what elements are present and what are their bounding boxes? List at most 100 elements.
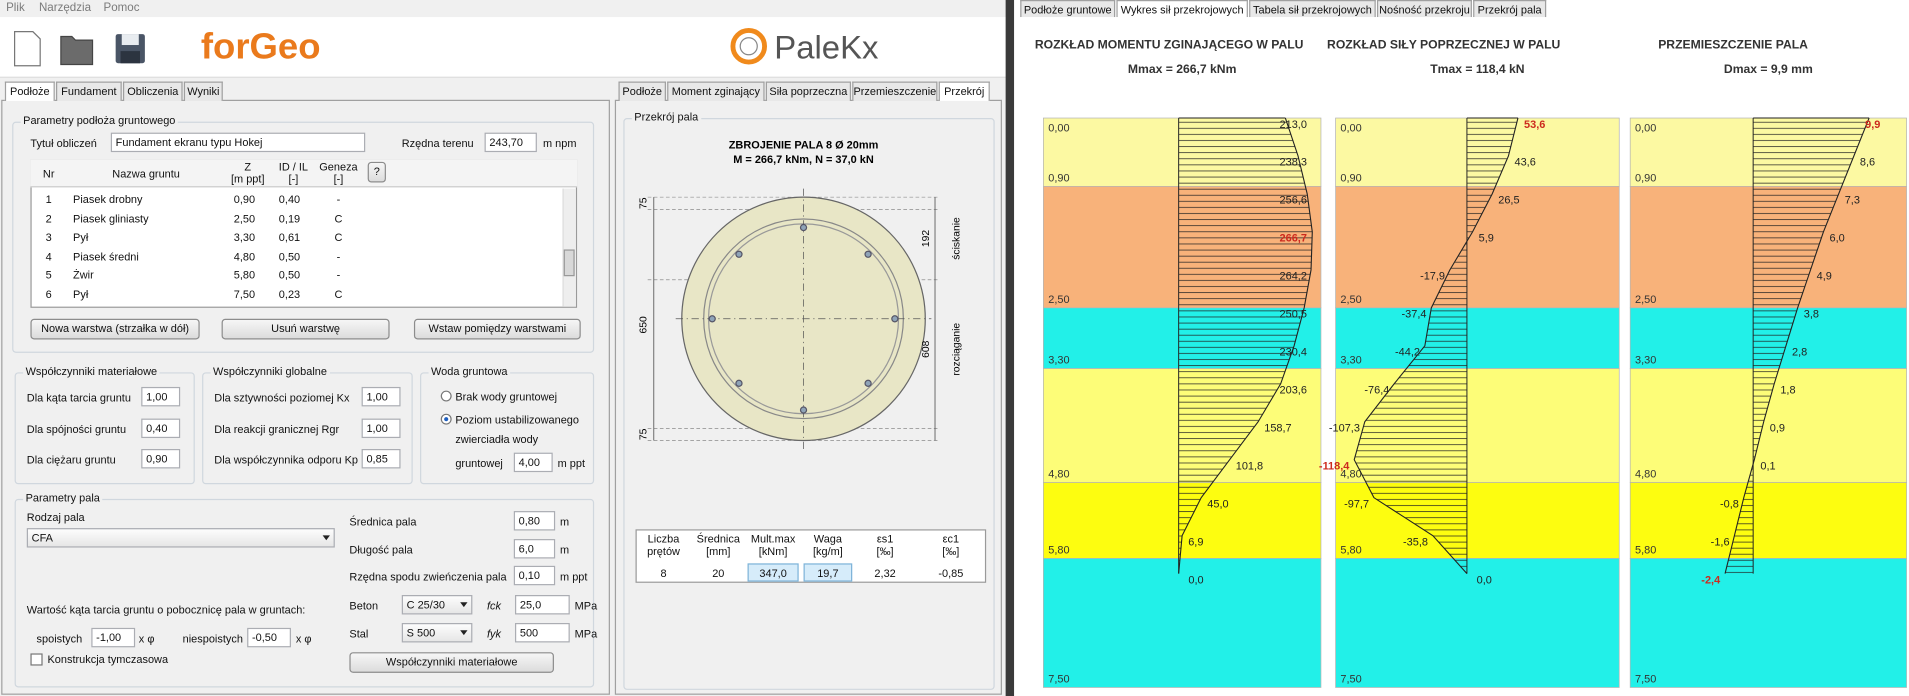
scroll-thumb[interactable] — [563, 249, 575, 277]
unit-label: x φ — [295, 632, 312, 645]
help-button[interactable]: ? — [367, 161, 386, 183]
table-cell: 5 — [45, 268, 52, 282]
group-box — [12, 121, 595, 353]
group-legend: Parametry pala — [23, 491, 103, 504]
fck-input[interactable]: 25,0 — [514, 595, 570, 615]
field-label: Rzędna spodu zwieńczenia pala — [349, 570, 507, 583]
table-cell: 19,7 — [817, 567, 839, 580]
table-cell: 347,0 — [759, 567, 787, 580]
table-cell: 1 — [45, 193, 52, 206]
coefficient-input[interactable]: 0,85 — [361, 448, 401, 469]
column-header: Nr — [42, 167, 55, 181]
length-input[interactable]: 6,0 — [513, 539, 556, 559]
coefficient-input[interactable]: 0,90 — [141, 448, 181, 469]
tab[interactable]: Podłoże — [618, 81, 666, 101]
field-label: Beton — [349, 599, 379, 613]
group-legend: Współczynniki globalne — [210, 365, 330, 378]
steel-select[interactable]: S 500 — [401, 622, 473, 643]
column-header: ID / IL — [278, 160, 309, 173]
column-header: [kNm] — [758, 545, 788, 558]
table-cell: Piasek gliniasty — [73, 212, 149, 225]
tab[interactable]: Przemieszczenie — [852, 81, 938, 101]
material-coefficients-button[interactable]: Współczynniki materiałowe — [349, 652, 554, 673]
column-header: Mult.max — [750, 532, 796, 546]
tab[interactable]: Obliczenia — [122, 81, 183, 101]
radio-none[interactable] — [440, 390, 452, 402]
tab[interactable]: Siła poprzeczna — [765, 81, 852, 101]
table-cell: Piasek drobny — [73, 193, 143, 206]
tab[interactable]: Wyniki — [183, 81, 223, 101]
field-label: spoistych — [36, 632, 83, 645]
unit-label: m npm — [542, 137, 577, 150]
field-label: Dla reakcji granicznej Rgr — [214, 422, 340, 435]
tab[interactable]: Fundament — [56, 81, 122, 101]
diameter-input[interactable]: 0,80 — [513, 511, 556, 531]
tab[interactable]: Tabela sił przekrojowych — [1249, 0, 1376, 18]
table-cell: 2,50 — [233, 212, 256, 225]
menu-item: Pomoc — [103, 1, 140, 15]
group-box — [623, 118, 995, 690]
tab[interactable]: Przekrój — [938, 81, 990, 101]
column-header: [-] — [288, 172, 299, 185]
menu-item: Narzędzia — [38, 1, 92, 15]
table-cell: Żwir — [73, 268, 94, 282]
coefficient-input[interactable]: 1,00 — [141, 386, 181, 407]
tab[interactable]: Moment zginający — [667, 81, 765, 101]
unit-label: MPa — [574, 627, 598, 641]
tab[interactable]: Nośność przekroju — [1376, 0, 1472, 18]
table-cell: 20 — [712, 567, 725, 580]
noncohesive-input[interactable]: -0,50 — [247, 627, 291, 648]
concrete-select[interactable]: C 25/30 — [401, 595, 473, 615]
coefficient-input[interactable]: 1,00 — [361, 386, 401, 407]
field-label: Tytuł obliczeń — [30, 137, 97, 150]
action-button[interactable]: Usuń warstwę — [221, 318, 390, 340]
terrain-input[interactable]: 243,70 — [484, 132, 537, 153]
cap-input[interactable]: 0,10 — [513, 565, 556, 586]
pile-type-select[interactable]: CFA — [26, 528, 335, 548]
table-cell: 3 — [45, 231, 52, 244]
field-label: Stal — [349, 627, 369, 641]
group-box — [14, 498, 595, 688]
coefficient-input[interactable]: 0,40 — [141, 417, 181, 438]
tab[interactable]: Wykres sił przekrojowych — [1116, 0, 1248, 18]
field-label: Wartość kąta tarcia gruntu o pobocznicę … — [26, 603, 306, 616]
field-label: Średnica pala — [349, 515, 417, 529]
field-label: Dla sztywności poziomej Kx — [214, 391, 350, 404]
radio-label: Brak wody gruntowej — [455, 390, 558, 403]
unit-label: m — [560, 515, 570, 529]
unit-label: MPa — [574, 599, 598, 613]
tab[interactable]: Przekrój pala — [1473, 0, 1547, 18]
table-cell: 3,30 — [233, 231, 256, 244]
table-cell: 2,32 — [874, 567, 896, 580]
group-legend: Parametry podłoża gruntowego — [20, 114, 178, 127]
fyk-input[interactable]: 500 — [514, 622, 570, 643]
menu-item: Plik — [6, 1, 25, 15]
table-cell: 0,50 — [278, 268, 301, 282]
column-header: [mm] — [706, 545, 731, 558]
action-button[interactable]: Nowa warstwa (strzałka w dół) — [30, 318, 200, 340]
unit-label: m ppt — [560, 570, 588, 583]
table-cell: 4 — [45, 250, 52, 263]
unit-label: m ppt — [557, 457, 586, 470]
table-cell: 7,50 — [233, 287, 256, 300]
checkbox-label: Konstrukcja tymczasowa — [47, 653, 169, 666]
water-level-input[interactable]: 4,00 — [513, 452, 553, 473]
action-button[interactable]: Wstaw pomiędzy warstwami — [413, 318, 581, 340]
cohesive-input[interactable]: -1,00 — [91, 627, 136, 648]
table-cell: Pył — [73, 231, 89, 244]
table-cell: - — [336, 268, 341, 282]
field-label: Dla spójności gruntu — [26, 422, 127, 435]
table-cell: Piasek średni — [73, 250, 139, 263]
title-input[interactable]: Fundament ekranu typu Hokej — [110, 132, 366, 153]
table-cell: 0,23 — [278, 287, 301, 300]
coefficient-input[interactable]: 1,00 — [361, 417, 401, 438]
table-cell: 0,19 — [278, 212, 301, 225]
table-cell: C — [334, 287, 343, 300]
table-cell: 8 — [660, 567, 667, 580]
radio-level[interactable] — [440, 413, 452, 425]
tab[interactable]: Podłoże gruntowe — [1020, 0, 1116, 18]
temporary-checkbox[interactable] — [30, 653, 43, 666]
column-header: Nazwa gruntu — [112, 167, 180, 181]
tab[interactable]: Podłoże — [4, 81, 55, 101]
